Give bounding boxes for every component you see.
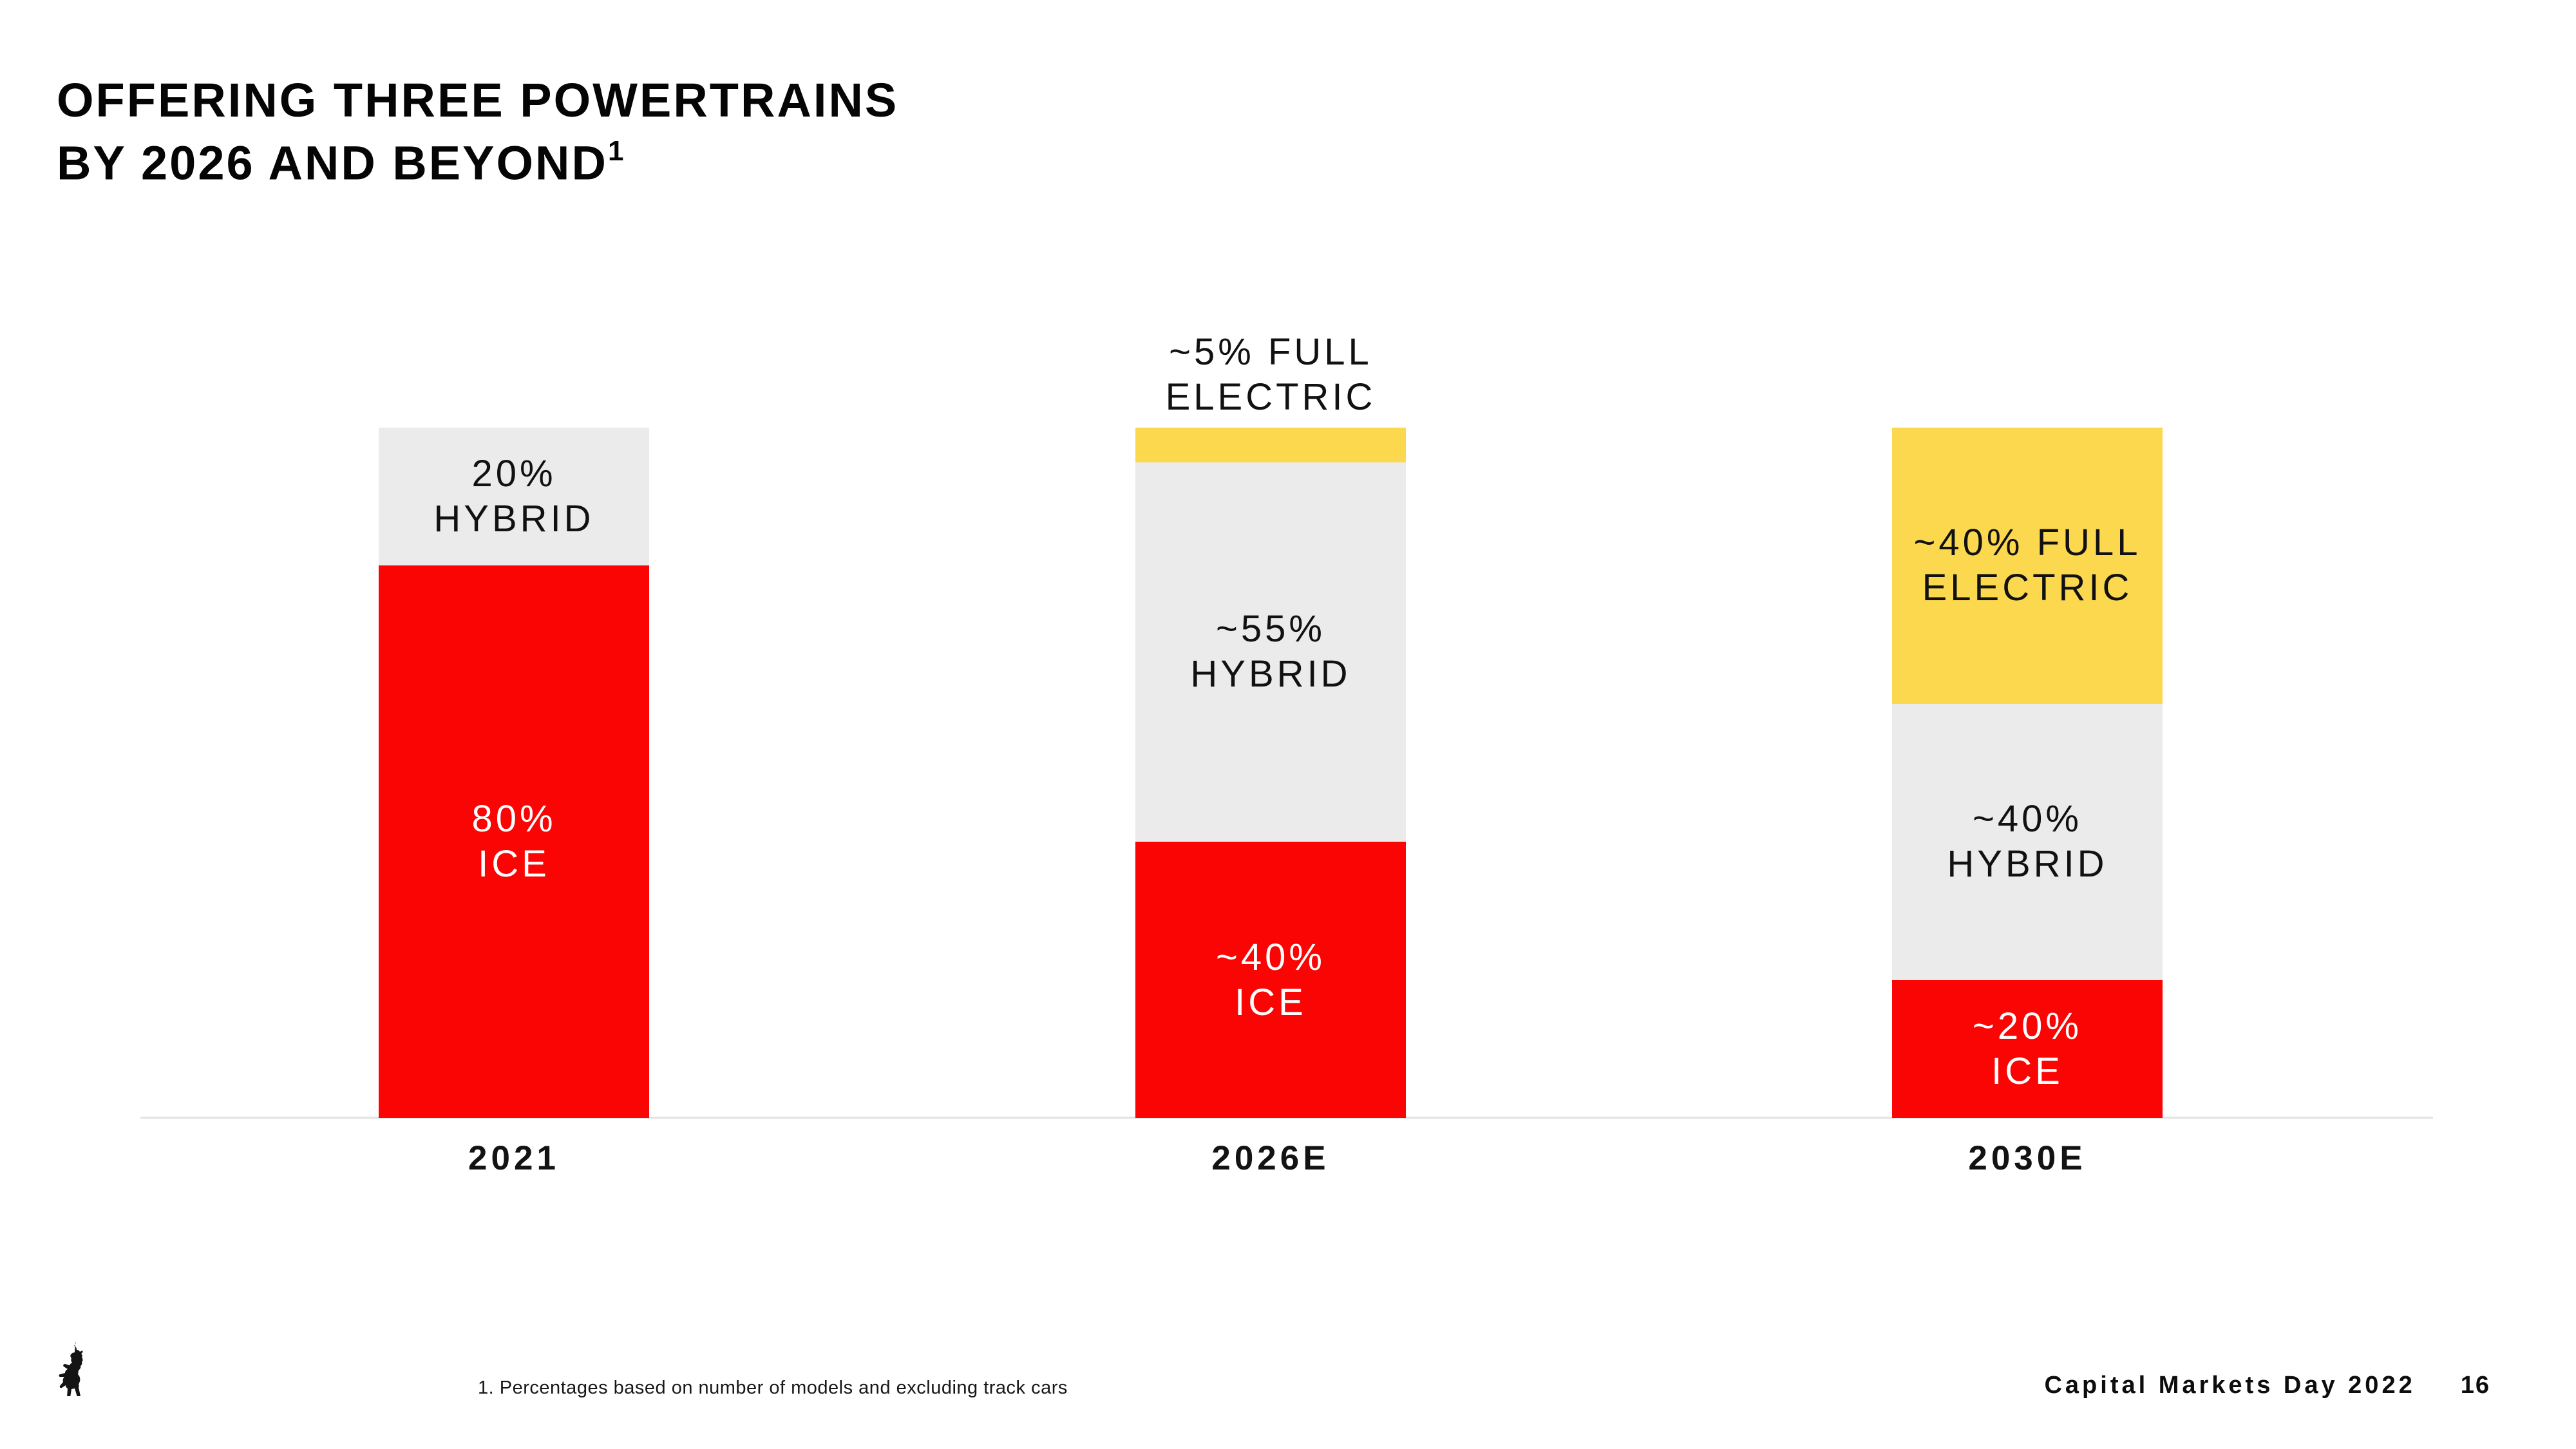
segment-label-line: ~20%	[1973, 1005, 2082, 1047]
bar-2021: 20% HYBRID 80% ICE 2021	[379, 428, 649, 1177]
segment-label-line: ~40%	[1216, 936, 1325, 978]
bar-segments-2030E: ~40% FULL ELECTRIC ~40% HYBRID ~20% ICE	[1892, 428, 2163, 1118]
bar-segments-2026E: ~55% HYBRID ~40% ICE	[1135, 428, 1406, 1118]
segment-label-line: HYBRID	[433, 498, 594, 540]
footnote: 1. Percentages based on number of models…	[478, 1378, 1068, 1398]
category-label-2026E: 2026E	[1211, 1139, 1330, 1177]
ferrari-logo prancing-horse-icon	[59, 1341, 83, 1396]
footer-right: Capital Markets Day 2022 16	[2044, 1370, 2490, 1400]
title-line2: BY 2026 AND BEYOND	[57, 136, 608, 190]
bar-2030E: ~40% FULL ELECTRIC ~40% HYBRID ~20% ICE 2030E	[1892, 428, 2163, 1177]
category-label-2021: 2021	[468, 1139, 560, 1177]
segment-label-above-full-electric: ~5% FULL ELECTRIC	[1039, 330, 1502, 420]
slide-title: OFFERING THREE POWERTRAINS BY 2026 AND B…	[57, 73, 898, 190]
segment-label-line: ELECTRIC	[1922, 567, 2133, 609]
bar-segments-2021: 20% HYBRID 80% ICE	[379, 428, 649, 1118]
title-line1: OFFERING THREE POWERTRAINS	[57, 73, 899, 127]
bar-2026E: ~5% FULL ELECTRIC ~55% HYBRID ~40% ICE 2026E	[1135, 331, 1406, 1177]
segment-ice-2021: 80% ICE	[379, 565, 649, 1118]
segment-label-line: ~40%	[1973, 798, 2082, 840]
segment-full-electric-2030E: ~40% FULL ELECTRIC	[1892, 428, 2163, 704]
segment-label-line: ICE	[1991, 1050, 2063, 1092]
segment-label-line: HYBRID	[1190, 653, 1351, 696]
category-label-2030E: 2030E	[1968, 1139, 2087, 1177]
segment-hybrid-2026E: ~55% HYBRID	[1135, 462, 1406, 842]
segment-hybrid-2030E: ~40% HYBRID	[1892, 703, 2163, 980]
segment-ice-2030E: ~20% ICE	[1892, 980, 2163, 1118]
segment-label-line: ~5% FULL	[1169, 331, 1372, 373]
segment-label-line: ELECTRIC	[1165, 376, 1376, 418]
segment-ice-2026E: ~40% ICE	[1135, 842, 1406, 1118]
page-number: 16	[2460, 1372, 2490, 1399]
segment-label-line: ICE	[478, 843, 550, 886]
segment-full-electric-2026E	[1135, 428, 1406, 462]
segment-label-line: 80%	[471, 798, 556, 840]
segment-label-line: ICE	[1235, 981, 1307, 1023]
segment-hybrid-2021: 20% HYBRID	[379, 428, 649, 566]
footer-event-title: Capital Markets Day 2022	[2044, 1372, 2416, 1399]
segment-label-line: ~40% FULL	[1913, 522, 2141, 564]
segment-label-line: HYBRID	[1947, 843, 2108, 886]
title-footnote-marker: 1	[607, 135, 625, 167]
segment-label-line: 20%	[471, 453, 556, 495]
segment-label-line: ~55%	[1216, 608, 1325, 650]
